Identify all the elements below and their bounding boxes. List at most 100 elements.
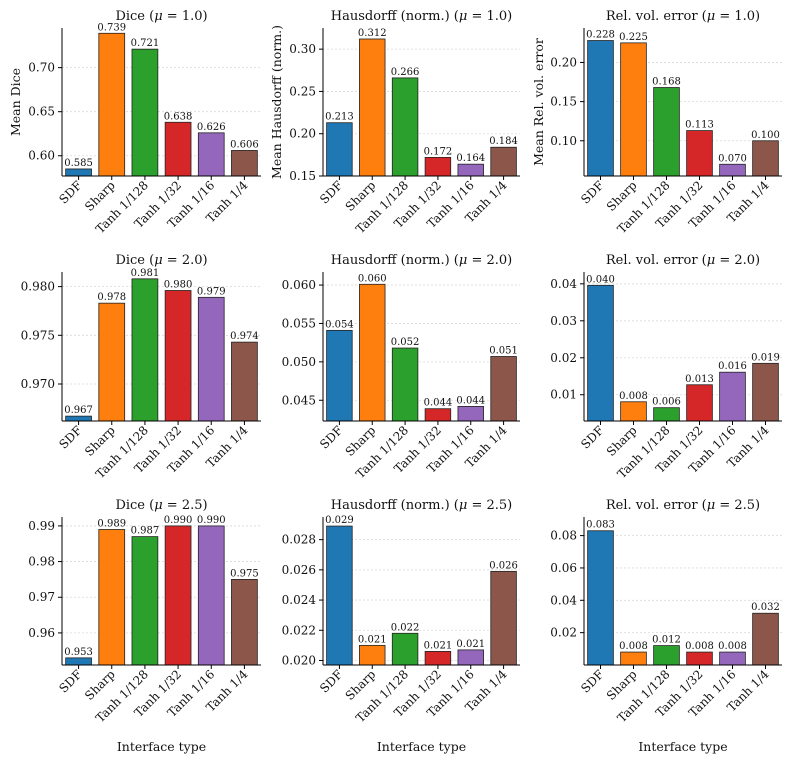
data-label: 0.070 — [718, 153, 747, 164]
bar-1 — [65, 415, 92, 422]
data-label: 0.008 — [685, 641, 714, 652]
data-label: 0.626 — [197, 122, 226, 133]
bar-5 — [457, 649, 484, 666]
y-tick-label: 0.65 — [28, 105, 55, 119]
x-axis-label: Interface type — [377, 739, 466, 754]
y-axis-label: Mean Dice — [8, 68, 23, 136]
data-label: 0.164 — [456, 153, 485, 164]
data-label: 0.585 — [64, 158, 93, 169]
bar-3 — [391, 77, 419, 177]
y-tick-label: 0.15 — [550, 95, 577, 109]
x-axis-label: Interface type — [117, 739, 206, 754]
y-tick-label: 0.04 — [550, 277, 577, 291]
data-label: 0.054 — [325, 319, 354, 330]
subplot-1-3: 0.100.150.200.228SDF0.225Sharp0.168Tanh … — [531, 9, 782, 236]
bar-5 — [457, 163, 484, 177]
data-label: 0.100 — [751, 130, 780, 141]
y-tick-label: 0.97 — [28, 590, 55, 604]
data-label: 0.981 — [131, 268, 160, 279]
bar-2 — [620, 401, 647, 422]
subplot-1-1: 0.600.650.700.585SDF0.739Sharp0.721Tanh … — [8, 9, 261, 236]
bar-1 — [65, 657, 92, 666]
data-label: 0.606 — [230, 139, 259, 150]
data-label: 0.184 — [489, 136, 518, 147]
data-label: 0.168 — [652, 77, 681, 88]
subplot-title: Dice (μ = 2.5) — [115, 498, 207, 513]
subplot-title: Dice (μ = 2.0) — [115, 253, 207, 268]
y-tick-label: 0.028 — [282, 533, 316, 547]
bar-3 — [131, 536, 159, 666]
data-label: 0.638 — [164, 111, 193, 122]
data-label: 0.013 — [685, 374, 714, 385]
data-label: 0.019 — [751, 352, 780, 363]
x-tick-label: SDF — [56, 178, 84, 206]
y-tick-label: 0.20 — [289, 127, 316, 141]
y-tick-label: 0.060 — [282, 278, 316, 292]
y-tick-label: 0.70 — [28, 61, 55, 75]
bar-6 — [752, 612, 779, 666]
y-tick-label: 0.022 — [282, 623, 316, 637]
subplot-2-3: 0.010.020.030.04 0.040SDF0.008Sharp0.006T… — [550, 253, 782, 481]
bar-4 — [686, 384, 713, 422]
data-label: 0.967 — [64, 405, 93, 416]
y-tick-label: 0.020 — [282, 653, 316, 667]
bar-5 — [719, 371, 746, 422]
y-tick-label: 0.99 — [28, 519, 55, 533]
bar-1 — [587, 284, 614, 422]
bar-4 — [424, 156, 452, 177]
data-label: 0.012 — [652, 635, 681, 646]
bar-3 — [653, 87, 680, 177]
data-label: 0.051 — [489, 345, 518, 356]
data-label: 0.060 — [358, 273, 387, 284]
bar-2 — [359, 644, 386, 666]
bar-6 — [231, 341, 258, 422]
y-tick-label: 0.050 — [282, 355, 316, 369]
y-tick-label: 0.02 — [550, 626, 577, 640]
bar-4 — [164, 121, 192, 177]
y-tick-label: 0.055 — [282, 316, 316, 330]
bar-3 — [391, 347, 419, 422]
bar-4 — [164, 290, 192, 422]
data-label: 0.987 — [131, 526, 160, 537]
subplot-title: Dice (μ = 1.0) — [115, 9, 207, 24]
data-label: 0.044 — [424, 398, 453, 409]
data-label: 0.266 — [391, 67, 420, 78]
data-label: 0.172 — [424, 146, 453, 157]
bar-3 — [653, 407, 680, 422]
y-axis-label: Mean Rel. vol. error — [531, 38, 546, 166]
y-tick-label: 0.06 — [550, 561, 577, 575]
x-tick-label: SDF — [56, 423, 84, 451]
bar-3 — [131, 278, 159, 422]
data-label: 0.006 — [652, 397, 681, 408]
x-tick-label: SDF — [317, 178, 345, 206]
bar-4 — [424, 651, 452, 666]
subplot-title: Hausdorff (norm.) (μ = 1.0) — [331, 9, 512, 24]
x-tick-label: SDF — [578, 423, 606, 451]
y-tick-label: 0.04 — [550, 593, 577, 607]
bar-2 — [620, 42, 647, 177]
y-tick-label: 0.026 — [282, 563, 316, 577]
subplot-title: Hausdorff (norm.) (μ = 2.0) — [331, 253, 512, 268]
data-label: 0.021 — [424, 640, 453, 651]
bar-6 — [231, 579, 258, 666]
data-label: 0.975 — [230, 568, 259, 579]
data-label: 0.029 — [325, 515, 354, 526]
data-label: 0.022 — [391, 622, 420, 633]
y-tick-label: 0.30 — [289, 42, 316, 56]
y-axis-label: Mean Hausdorff (norm.) — [269, 25, 284, 179]
subplot-3-3: 0.020.040.060.080.083SDF0.008Sharp0.012T… — [550, 498, 782, 754]
data-label: 0.044 — [456, 395, 485, 406]
bar-5 — [197, 296, 225, 422]
bar-5 — [719, 651, 746, 666]
y-tick-label: 0.045 — [282, 393, 316, 407]
y-tick-label: 0.25 — [289, 84, 316, 98]
y-tick-label: 0.15 — [289, 169, 316, 183]
data-label: 0.990 — [164, 515, 193, 526]
x-tick-label: SDF — [56, 667, 84, 695]
y-tick-label: 0.02 — [550, 351, 577, 365]
data-label: 0.026 — [489, 560, 518, 571]
bar-1 — [326, 122, 353, 177]
subplot-3-1: 0.960.970.980.990.953SDF0.989Sharp0.987T… — [28, 498, 261, 754]
bar-5 — [197, 132, 225, 177]
bar-2 — [620, 651, 647, 666]
